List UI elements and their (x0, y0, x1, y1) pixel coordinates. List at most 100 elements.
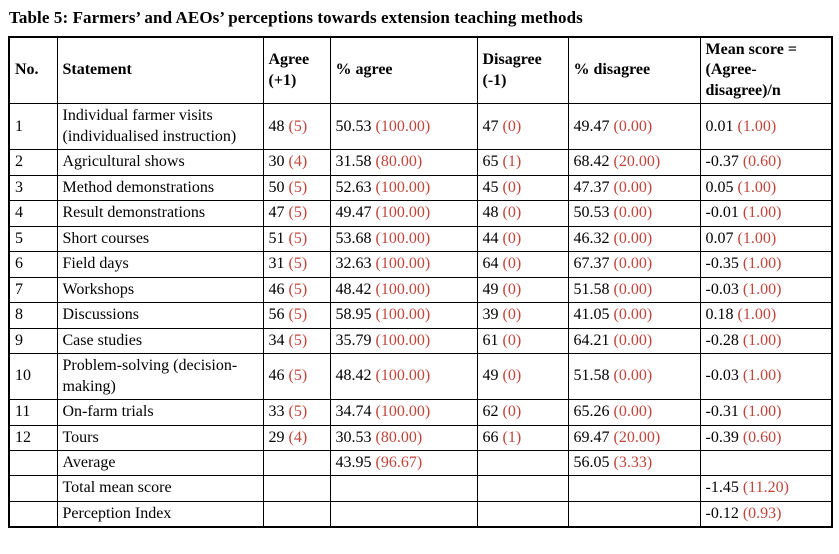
cell-value: 32.63 (335, 255, 372, 273)
table-cell: 58.95 (100.00) (329, 302, 478, 329)
table-cell (567, 475, 701, 502)
table-cell: Individual farmer visits (individualised… (56, 103, 264, 151)
cell-value: 65 (482, 153, 499, 171)
cell-value: Perception Index (62, 504, 172, 522)
table-cell: 34 (5) (262, 327, 331, 355)
cell-value: 64.21 (573, 331, 610, 349)
cell-paren-value: (0.00) (609, 331, 653, 349)
cell-value: 48.42 (335, 367, 372, 385)
cell-value: -1.45 (705, 479, 739, 497)
cell-value: 66 (482, 428, 499, 446)
table-row: 11 On-farm trials 33 (5) 34.74 (100.00) 62 (… (8, 399, 833, 426)
table-cell: 64 (0) (476, 251, 569, 278)
cell-value: 62 (482, 403, 499, 421)
cell-paren-value: (80.00) (371, 428, 423, 446)
cell-value: 9 (15, 331, 23, 349)
cell-value: 31 (268, 255, 285, 273)
table-cell: 11 (8, 399, 58, 426)
table-cell: Average (56, 449, 264, 477)
table-cell (329, 475, 478, 502)
cell-paren-value: (0.60) (738, 428, 782, 446)
table-cell: 0.18 (1.00) (699, 302, 833, 329)
table-cell: -0.35 (1.00) (699, 251, 833, 278)
cell-value: -0.03 (705, 280, 739, 298)
cell-value: 50.53 (335, 117, 372, 135)
cell-value: 0.07 (705, 229, 734, 247)
table-cell: Case studies (56, 327, 264, 355)
table-body: 1 Individual farmer visits (individualise… (8, 103, 833, 528)
table-cell (476, 449, 569, 477)
table-row: Perception Index -0.12 (0.93) (8, 500, 833, 528)
table-cell (8, 449, 58, 477)
table-cell: -0.28 (1.00) (699, 327, 833, 355)
cell-value: 2 (15, 153, 23, 171)
cell-value: 50 (268, 178, 285, 196)
cell-value: Case studies (62, 331, 143, 349)
cell-value: 68.42 (573, 153, 610, 171)
table-cell: 30 (4) (262, 149, 331, 176)
column-header: No. (8, 36, 58, 105)
table-cell: 68.42 (20.00) (567, 149, 701, 176)
cell-value: 46 (268, 367, 285, 385)
cell-value: 33 (268, 403, 285, 421)
cell-value: -0.39 (705, 428, 739, 446)
cell-paren-value: (3.33) (609, 453, 653, 471)
cell-paren-value: (0) (498, 204, 522, 222)
table-cell: 65 (1) (476, 149, 569, 176)
cell-paren-value: (0) (498, 367, 522, 385)
table-cell: -0.37 (0.60) (699, 149, 833, 176)
table-cell: 6 (8, 251, 58, 278)
table-row: 6 Field days 31 (5) 32.63 (100.00) 64 (0) 67.… (8, 251, 833, 278)
table-cell: Perception Index (56, 500, 264, 528)
cell-paren-value: (1.00) (738, 331, 782, 349)
table-cell: 31.58 (80.00) (329, 149, 478, 176)
cell-value: 46.32 (573, 229, 610, 247)
cell-value: Individual farmer visits (individualised… (62, 107, 237, 145)
table-row: 12 Tours 29 (4) 30.53 (80.00) 66 (1) 69.47 (2… (8, 424, 833, 451)
document-table: No. Statement Agree (+1)% agree Disagree (-… (8, 36, 833, 529)
table-cell: 0.07 (1.00) (699, 225, 833, 253)
table-cell: 43.95 (96.67) (329, 449, 478, 477)
cell-paren-value: (100.00) (371, 178, 431, 196)
cell-value: 47.37 (573, 178, 610, 196)
cell-value: Field days (62, 255, 129, 273)
table-cell: 56.05 (3.33) (567, 449, 701, 477)
column-header: Statement (56, 36, 264, 105)
cell-value: -0.12 (705, 504, 739, 522)
table-cell: 50 (5) (262, 174, 331, 202)
table-cell: 32.63 (100.00) (329, 251, 478, 278)
table-cell: 67.37 (0.00) (567, 251, 701, 278)
table-cell: 49 (0) (476, 353, 569, 401)
table-cell: 35.79 (100.00) (329, 327, 478, 355)
table-cell: 48.42 (100.00) (329, 276, 478, 304)
table-cell: Field days (56, 251, 264, 278)
table-cell: 41.05 (0.00) (567, 302, 701, 329)
table-cell: 33 (5) (262, 399, 331, 426)
cell-paren-value: (1.00) (738, 255, 782, 273)
cell-paren-value: (0.00) (609, 367, 653, 385)
table-cell: Agricultural shows (56, 149, 264, 176)
cell-value: -0.37 (705, 153, 739, 171)
table-cell (699, 449, 833, 477)
table-title: Table 5: Farmers’ and AEOs’ perceptions … (9, 8, 583, 27)
cell-value: 34.74 (335, 403, 372, 421)
table-cell: Total mean score (56, 475, 264, 502)
table-cell (8, 475, 58, 502)
cell-value: 46 (268, 280, 285, 298)
column-header: Mean score = (Agree-disagree)/n (699, 36, 833, 105)
table-cell: -1.45 (11.20) (699, 475, 833, 502)
cell-paren-value: (100.00) (371, 331, 431, 349)
cell-value: 10 (15, 367, 31, 385)
table-cell: 47.37 (0.00) (567, 174, 701, 202)
table-cell: 61 (0) (476, 327, 569, 355)
table-cell: 49.47 (100.00) (329, 200, 478, 227)
table-cell: 0.01 (1.00) (699, 103, 833, 151)
cell-value: 12 (15, 428, 31, 446)
cell-value: 56.05 (573, 453, 610, 471)
table-cell (262, 475, 331, 502)
cell-paren-value: (5) (284, 306, 308, 324)
cell-value: -0.03 (705, 367, 739, 385)
table-cell (476, 500, 569, 528)
cell-value: 34 (268, 331, 285, 349)
table-cell: 53.68 (100.00) (329, 225, 478, 253)
